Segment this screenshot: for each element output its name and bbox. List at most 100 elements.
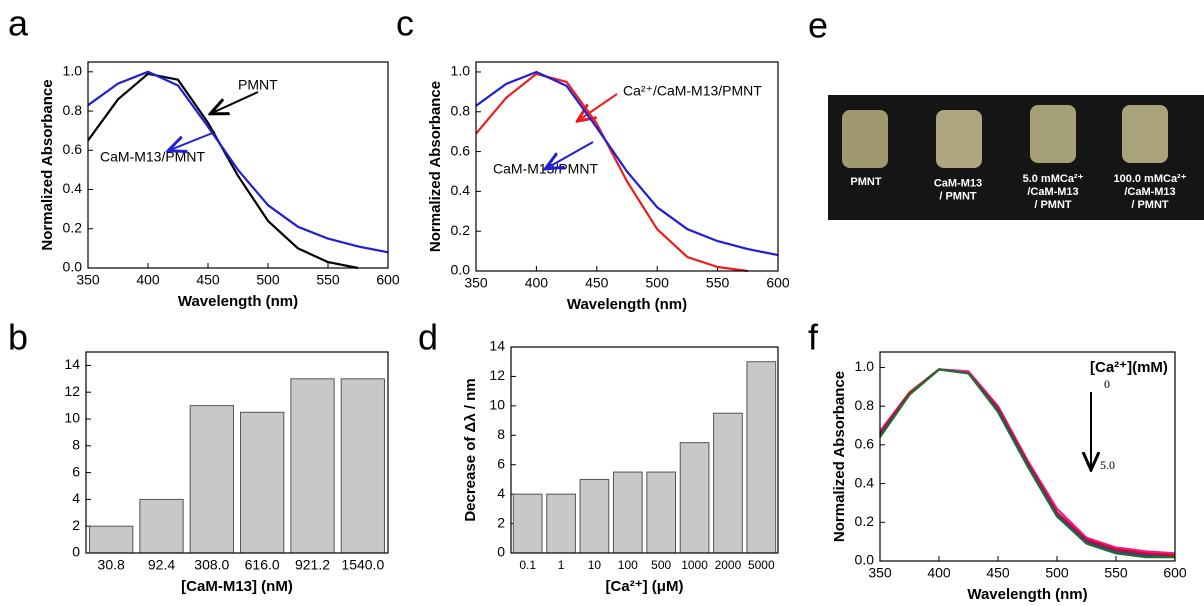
- arrow: [212, 91, 259, 113]
- annotation: PMNT: [238, 77, 278, 93]
- y-tick-label: 0.0: [451, 262, 471, 278]
- y-tick-label: 8: [72, 437, 80, 453]
- bar: [139, 498, 184, 554]
- x-tick-label: 616.0: [245, 557, 280, 573]
- x-tick-label: 2000: [715, 558, 742, 572]
- x-tick-label: 0.1: [519, 558, 536, 572]
- photo-label: PMNT: [850, 176, 881, 188]
- x-axis-label: Wavelength (nm): [178, 293, 298, 310]
- y-tick-label: 6: [497, 455, 505, 471]
- line-series: [475, 70, 779, 257]
- y-tick-label: 0: [72, 544, 80, 560]
- y-tick-label: 0.6: [855, 436, 875, 452]
- x-tick-label: 550: [1104, 565, 1128, 581]
- y-tick-label: 0.2: [855, 513, 875, 529]
- y-tick-label: 0: [497, 544, 505, 560]
- panel-label: b: [8, 317, 28, 358]
- y-axis-label: Normalized Absorbance: [831, 371, 848, 542]
- x-tick-label: 450: [986, 565, 1010, 581]
- y-tick-label: 2: [72, 517, 80, 533]
- y-tick-label: 12: [64, 383, 80, 399]
- y-tick-label: 0.4: [451, 182, 471, 198]
- panel-label: f: [808, 317, 819, 358]
- x-tick-label: 5000: [748, 558, 775, 572]
- x-tick-label: 550: [706, 275, 730, 291]
- y-tick-label: 0.8: [855, 397, 875, 413]
- y-tick-label: 14: [489, 338, 505, 354]
- plot-frame: [510, 346, 779, 554]
- photo-label: CaM-M13/ PMNT: [934, 177, 982, 202]
- x-tick-label: 450: [585, 275, 609, 291]
- bar: [340, 378, 385, 554]
- y-tick-label: 10: [489, 397, 505, 413]
- bar: [679, 442, 710, 554]
- x-tick-label: 500: [651, 558, 671, 572]
- x-tick-label: 10: [588, 558, 602, 572]
- line-series: [879, 368, 1176, 559]
- x-tick-label: 308.0: [194, 557, 229, 573]
- plot-frame: [85, 351, 389, 554]
- x-axis-label: Wavelength (nm): [567, 296, 687, 313]
- y-tick-label: 0.8: [63, 102, 83, 118]
- y-tick-label: 4: [72, 490, 80, 506]
- line-series: [87, 72, 359, 270]
- line-series: [475, 72, 748, 273]
- x-tick-label: 600: [376, 272, 400, 288]
- x-tick-label: 600: [1163, 565, 1187, 581]
- vials: [842, 105, 1168, 168]
- annotation: 0: [1104, 377, 1110, 391]
- x-tick-label: 350: [868, 565, 892, 581]
- y-tick-label: 12: [489, 367, 505, 383]
- line-series: [879, 368, 1175, 559]
- panel-label: e: [808, 5, 828, 46]
- plot-frame: [879, 351, 1176, 562]
- annotation: CaM-M13/PMNT: [100, 149, 205, 165]
- x-tick-label: 100: [618, 558, 638, 572]
- x-tick-label: 550: [316, 272, 340, 288]
- annotation: 5.0: [1100, 458, 1115, 472]
- y-tick-label: 0.8: [451, 102, 471, 118]
- annotation: [Ca²⁺](mM): [1090, 359, 1168, 376]
- y-tick-label: 8: [497, 426, 505, 442]
- annotation: Ca²⁺/CaM-M13/PMNT: [623, 83, 762, 99]
- x-tick-label: 500: [256, 272, 280, 288]
- plot-frame: [475, 61, 779, 272]
- x-tick-label: 1: [558, 558, 565, 572]
- y-tick-label: 0.2: [451, 222, 471, 238]
- x-tick-label: 500: [646, 275, 670, 291]
- photo-label: 100.0 mMCa²⁺/CaM-M13/ PMNT: [1113, 173, 1186, 211]
- y-axis-label: Normalized Absorbance: [427, 81, 444, 252]
- y-tick-label: 14: [64, 356, 80, 372]
- bar: [189, 405, 234, 554]
- bar: [612, 471, 643, 554]
- bar: [512, 493, 543, 554]
- x-axis-label: [Ca²⁺] (μM): [606, 578, 684, 595]
- panel-label: c: [396, 3, 414, 44]
- y-tick-label: 0.2: [63, 219, 83, 235]
- panel-label: d: [418, 317, 438, 358]
- x-tick-label: 600: [766, 275, 790, 291]
- annotation: CaM-M13/PMNT: [493, 161, 598, 177]
- bar: [546, 493, 576, 554]
- y-tick-label: 1.0: [855, 358, 875, 374]
- y-axis-label: Decrease of Δλ / nm: [462, 378, 479, 521]
- x-tick-label: 450: [196, 272, 220, 288]
- bar: [646, 471, 677, 554]
- x-tick-label: 1000: [681, 558, 708, 572]
- y-tick-label: 0.4: [63, 180, 83, 196]
- photo-label: 5.0 mMCa²⁺/CaM-M13/ PMNT: [1023, 173, 1084, 211]
- y-tick-label: 0.6: [451, 142, 471, 158]
- line-series: [87, 70, 389, 254]
- x-axis-label: Wavelength (nm): [967, 586, 1087, 603]
- y-tick-label: 4: [497, 485, 505, 501]
- y-tick-label: 2: [497, 514, 505, 530]
- y-axis-label: Normalized Absorbance: [39, 79, 56, 250]
- x-tick-label: 350: [464, 275, 488, 291]
- x-tick-label: 500: [1045, 565, 1069, 581]
- x-tick-label: 30.8: [98, 557, 125, 573]
- y-tick-label: 1.0: [451, 63, 471, 79]
- x-tick-label: 921.2: [295, 557, 330, 573]
- x-tick-label: 400: [525, 275, 549, 291]
